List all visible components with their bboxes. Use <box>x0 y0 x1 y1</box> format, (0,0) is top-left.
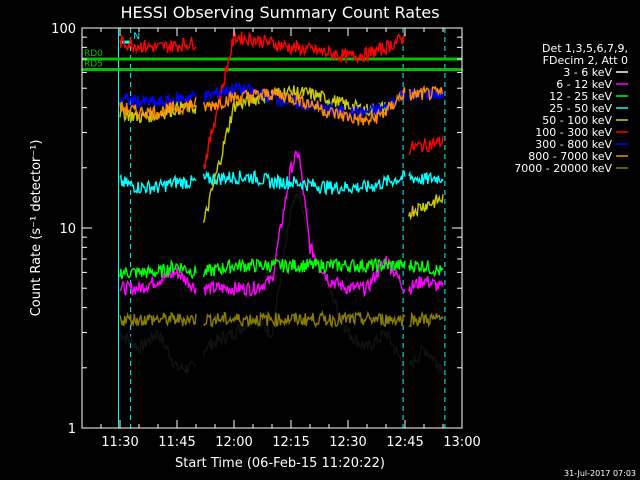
legend-header-1: FDecim 2, Att 0 <box>543 54 628 67</box>
series-line-7 <box>119 85 444 127</box>
x-tick-label-5: 12:45 <box>386 435 423 450</box>
legend-entry-1: 6 - 12 keV <box>556 78 612 91</box>
x-tick-label-3: 12:15 <box>272 435 309 450</box>
chart-title: HESSI Observing Summary Count Rates <box>120 3 439 22</box>
x-axis-label: Start Time (06-Feb-15 11:20:22) <box>175 456 385 471</box>
series-line-2 <box>119 257 444 280</box>
axes: 11:30 11:45 12:00 12:15 12:30 12:45 13:00 1 10 10… <box>51 22 481 450</box>
legend-entry-8: 7000 - 20000 keV <box>514 162 612 175</box>
y-tick-label-1: 10 <box>59 222 76 237</box>
x-tick-label-1: 11:45 <box>158 435 195 450</box>
series-line-1 <box>119 149 444 298</box>
legend-header-0: Det 1,3,5,6,7,9, <box>542 42 628 55</box>
legend: Det 1,3,5,6,7,9,FDecim 2, Att 03 - 6 keV… <box>514 42 628 175</box>
y-tick-label-0: 1 <box>68 422 76 437</box>
legend-entry-0: 3 - 6 keV <box>563 66 612 79</box>
y-tick-label-2: 100 <box>51 22 76 37</box>
x-tick-label-6: 13:00 <box>443 435 480 450</box>
legend-entry-5: 100 - 300 keV <box>535 126 612 139</box>
y-axis-label: Count Rate (s⁻¹ detector⁻¹) <box>29 140 44 317</box>
series-line-5 <box>119 28 444 170</box>
series-line-3 <box>119 169 444 196</box>
x-tick-label-2: 12:00 <box>215 435 252 450</box>
series-line-8 <box>119 310 444 329</box>
x-tick-label-0: 11:30 <box>101 435 138 450</box>
marker-label-rd0: RD0 <box>84 49 103 59</box>
legend-entry-4: 50 - 100 keV <box>542 114 612 127</box>
legend-entry-7: 800 - 7000 keV <box>528 150 612 163</box>
marker-label-n: N <box>133 32 140 42</box>
series-line-0 <box>119 190 444 376</box>
legend-entry-2: 12 - 25 keV <box>549 90 612 103</box>
footer-date: 31-Jul-2017 07:03 <box>564 469 636 478</box>
legend-entry-3: 25 - 50 keV <box>549 102 612 115</box>
x-tick-label-4: 12:30 <box>329 435 366 450</box>
marker-label-rd5: RD5 <box>84 60 103 70</box>
legend-entry-6: 300 - 800 keV <box>535 138 612 151</box>
